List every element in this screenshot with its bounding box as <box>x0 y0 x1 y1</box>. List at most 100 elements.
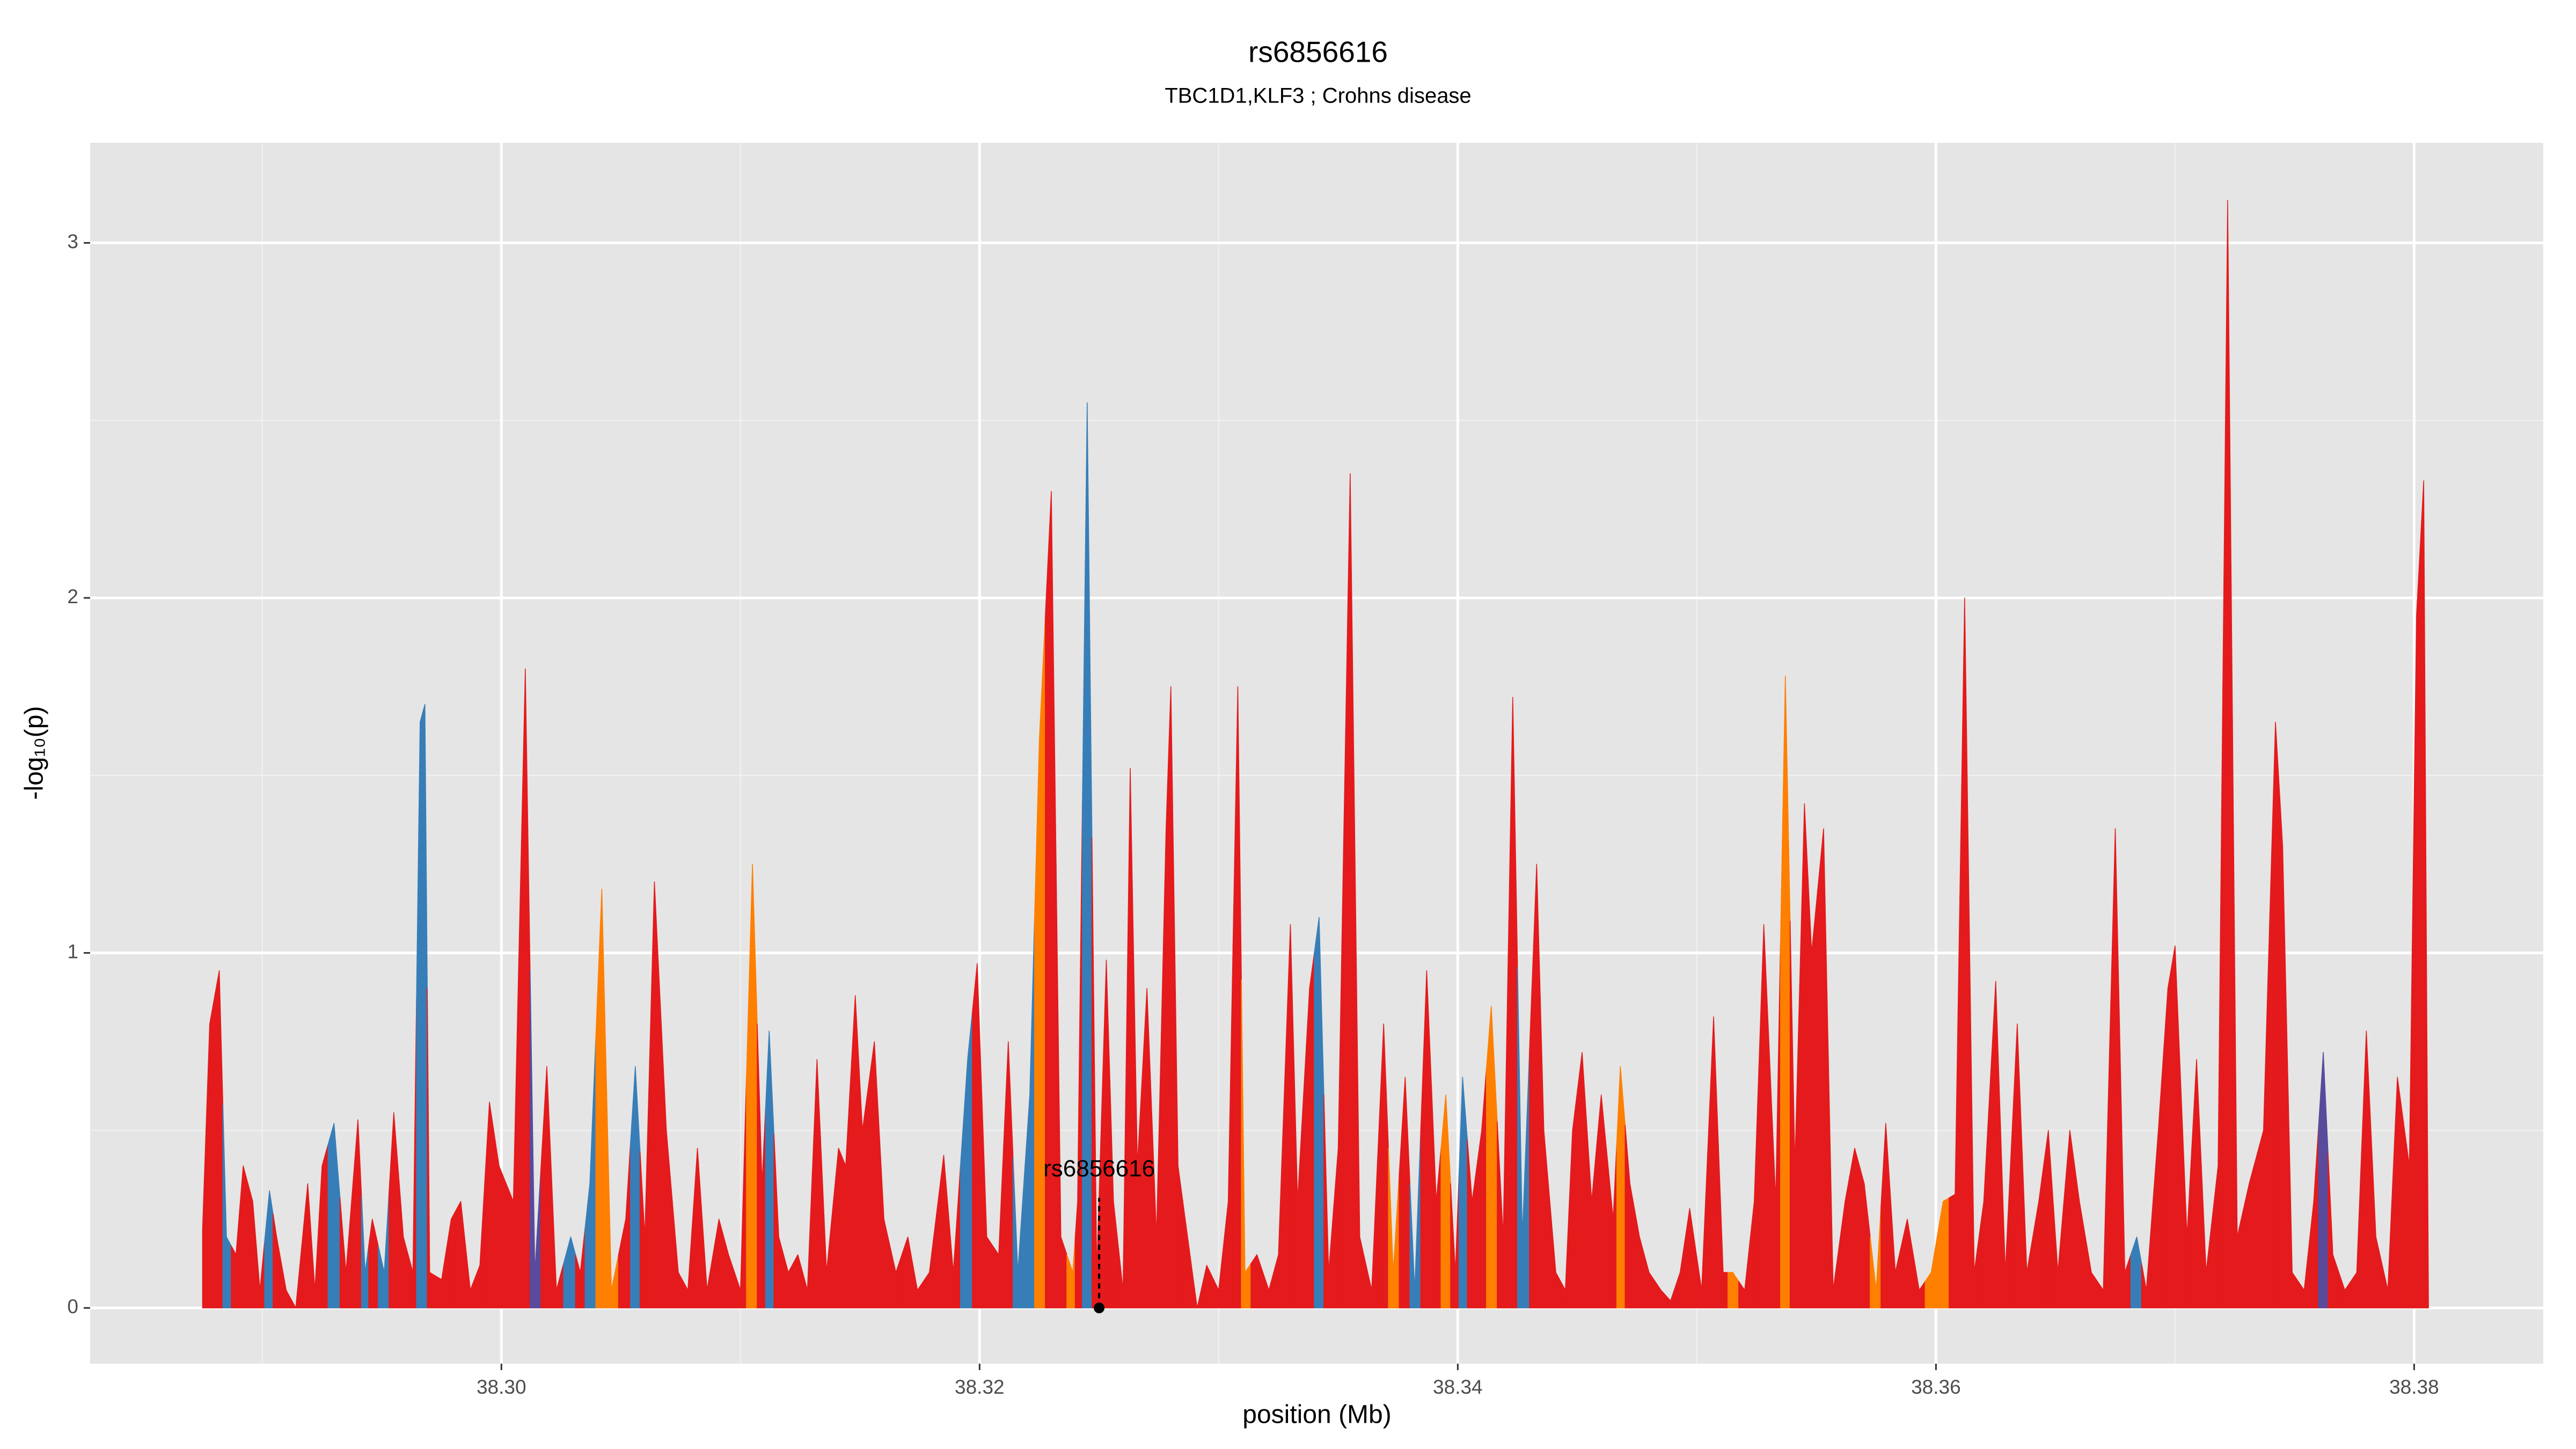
area-segment <box>1003 1041 1014 1308</box>
area-segment <box>1117 1029 1128 1308</box>
y-axis-title: -log₁₀(p) <box>20 706 49 800</box>
area-segment <box>1399 1077 1411 1308</box>
area-segment <box>2097 1059 2110 1308</box>
area-segment <box>746 863 758 1308</box>
area-segment <box>518 668 531 1308</box>
area-segment <box>352 1119 362 1308</box>
area-segment <box>723 1236 735 1308</box>
area-segment <box>660 1006 673 1308</box>
area-segment <box>1695 1153 1708 1308</box>
area-segment <box>1293 1062 1304 1308</box>
area-segment <box>2000 1126 2012 1308</box>
area-segment <box>765 1030 774 1308</box>
area-segment <box>1780 675 1791 1308</box>
area-segment <box>1467 1139 1477 1308</box>
area-segment <box>850 995 860 1308</box>
area-segment <box>389 1112 399 1308</box>
area-segment <box>1161 757 1169 1308</box>
area-segment <box>1870 1206 1882 1308</box>
chart-subtitle: TBC1D1,KLF3 ; Crohns disease <box>1165 84 1471 108</box>
area-segment <box>1241 979 1252 1308</box>
area-segment <box>1192 1272 1203 1308</box>
area-segment <box>2141 1210 2153 1308</box>
area-segment <box>1949 896 1960 1308</box>
area-segment <box>1458 1077 1468 1308</box>
area-segment <box>1924 1236 1938 1308</box>
area-segment <box>1303 952 1315 1308</box>
area-segment <box>712 1219 724 1308</box>
area-segment <box>2085 1236 2098 1308</box>
area-segment <box>692 1147 703 1308</box>
area-segment <box>1133 967 1143 1308</box>
area-segment <box>2109 828 2121 1308</box>
area-segment <box>757 1023 766 1308</box>
area-segment <box>672 1201 684 1308</box>
area-segment <box>1450 1174 1460 1308</box>
y-tick-label: 2 <box>67 586 78 608</box>
area-segment <box>264 1190 274 1308</box>
area-segment <box>1738 1245 1750 1308</box>
area-segment <box>2243 1157 2257 1308</box>
area-segment <box>455 1201 466 1308</box>
area-segment <box>1486 1006 1498 1308</box>
area-segment <box>1440 1094 1451 1308</box>
area-segment <box>398 1174 409 1308</box>
area-segment <box>1568 1091 1578 1308</box>
area-segment <box>1273 1089 1285 1308</box>
area-segment <box>465 1245 476 1308</box>
area-segment <box>1262 1272 1275 1308</box>
area-segment <box>1323 1094 1334 1308</box>
area-segment <box>1012 1157 1024 1308</box>
area-segment <box>618 1142 631 1308</box>
area-segment <box>435 1249 447 1308</box>
annotation-label: rs6856616 <box>1043 1155 1155 1182</box>
area-segment <box>912 1263 924 1308</box>
area-segment <box>1141 988 1152 1308</box>
area-segment <box>273 1213 282 1308</box>
y-tick-label: 1 <box>67 940 78 962</box>
area-segment <box>936 1154 949 1308</box>
area-segment <box>1365 1157 1378 1308</box>
area-segment <box>474 1183 485 1308</box>
area-segment <box>2403 890 2413 1308</box>
area-segment <box>1507 697 1518 1308</box>
area-segment <box>1168 686 1175 1308</box>
area-segment <box>231 1210 240 1308</box>
area-segment <box>446 1210 457 1308</box>
area-segment <box>563 1236 576 1308</box>
area-segment <box>1066 1236 1076 1308</box>
area-segment <box>1969 934 1980 1308</box>
area-segment <box>639 1059 650 1308</box>
area-segment <box>575 1227 586 1308</box>
area-segment <box>2171 945 2182 1308</box>
area-segment <box>1789 920 1801 1308</box>
area-segment <box>2381 1183 2394 1308</box>
area-segment <box>2010 1023 2023 1308</box>
area-segment <box>2130 1236 2142 1308</box>
area-segment <box>2222 200 2233 1308</box>
area-segment <box>584 1036 597 1308</box>
x-tick-label: 38.32 <box>955 1376 1005 1398</box>
area-segment <box>311 1227 319 1308</box>
area-segment <box>247 1183 257 1308</box>
area-segment <box>960 1011 973 1308</box>
y-tick-label: 0 <box>67 1296 78 1318</box>
area <box>202 200 2429 1308</box>
area-segment <box>2412 547 2421 1308</box>
area-segment <box>214 970 224 1308</box>
area-segment <box>1880 1123 1891 1308</box>
area-segment <box>868 1041 880 1308</box>
area-segment <box>530 970 541 1308</box>
area-segment <box>2119 1050 2132 1308</box>
area-segment <box>832 1147 843 1308</box>
area-segment <box>2392 1077 2404 1308</box>
area-segment <box>595 888 608 1308</box>
area-segment <box>1343 473 1356 1308</box>
area-segment <box>1540 997 1550 1308</box>
area-segment <box>879 1130 891 1308</box>
area-segment <box>734 1077 747 1308</box>
area-segment <box>239 1165 248 1308</box>
area-segment <box>1817 828 1829 1308</box>
area-segment <box>327 1123 341 1308</box>
area-segment <box>1989 980 2001 1308</box>
